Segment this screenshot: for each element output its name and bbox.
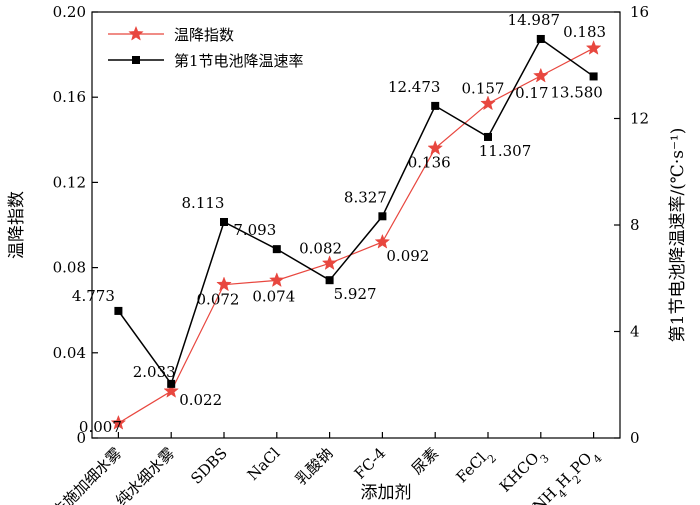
data-label-warming-index: 0.157 bbox=[462, 80, 505, 98]
data-label-cooling-rate: 5.927 bbox=[334, 285, 377, 303]
legend-marker-shape bbox=[128, 25, 144, 41]
point-cooling-rate bbox=[484, 132, 492, 141]
x-tick-label: NaCl bbox=[244, 444, 284, 484]
point-warming-index bbox=[427, 140, 443, 155]
x-tick-label: 尿素 bbox=[408, 444, 442, 478]
y-tick-label: 0.08 bbox=[53, 259, 86, 277]
x-tick-label: FeCl2 bbox=[453, 444, 499, 490]
point-cooling-rate bbox=[589, 72, 598, 81]
y-axis-ticks: 0 0.04 0.08 0.12 0.16 0.20 bbox=[53, 3, 98, 447]
point-cooling-rate bbox=[167, 379, 176, 388]
y-tick-label: 0.04 bbox=[53, 344, 86, 362]
y-tick-label: 0 bbox=[76, 429, 86, 447]
data-label-cooling-rate: 12.473 bbox=[388, 78, 441, 96]
legend-label-warming-index: 温降指数 bbox=[174, 26, 234, 44]
y2-tick-label: 0 bbox=[630, 429, 640, 447]
point-warming-index bbox=[321, 255, 338, 270]
point-warming-index bbox=[216, 276, 232, 292]
point-warming-index bbox=[533, 67, 549, 83]
x-tick-label: 乳酸钠 bbox=[292, 444, 337, 489]
y2-axis-title: 第1节电池降温速率/(℃·s⁻¹) bbox=[668, 128, 688, 343]
point-cooling-rate bbox=[378, 212, 387, 221]
data-label-cooling-rate: 2.033 bbox=[133, 363, 176, 381]
point-cooling-rate bbox=[114, 306, 123, 315]
data-label-cooling-rate: 13.580 bbox=[550, 83, 603, 101]
x-tick-label: SDBS bbox=[187, 444, 231, 488]
point-warming-index bbox=[585, 40, 602, 55]
y-tick-label: 0.20 bbox=[53, 3, 86, 21]
data-labels: 0.007 0.022 0.072 0.074 0.082 0.092 0.136 0.157… bbox=[72, 11, 606, 436]
data-label-cooling-rate: 7.093 bbox=[233, 221, 276, 239]
data-label-warming-index: 0.082 bbox=[299, 239, 342, 257]
y-axis-title: 温降指数 bbox=[7, 191, 27, 259]
data-label-warming-index: 0.022 bbox=[179, 391, 222, 409]
data-label-cooling-rate: 14.987 bbox=[508, 11, 561, 29]
data-label-cooling-rate: 8.327 bbox=[344, 188, 387, 206]
legend-marker-cooling-rate bbox=[132, 56, 140, 64]
series-layer bbox=[110, 34, 602, 430]
data-label-cooling-rate: 4.773 bbox=[72, 287, 115, 305]
y2-tick-label: 16 bbox=[630, 3, 649, 21]
point-cooling-rate bbox=[325, 276, 334, 285]
data-label-cooling-rate: 11.307 bbox=[479, 142, 532, 160]
data-label-warming-index: 0.072 bbox=[197, 291, 240, 309]
data-label-warming-index: 0.17 bbox=[515, 84, 548, 102]
series-line-warming-index bbox=[118, 47, 594, 424]
y-tick-label: 0.16 bbox=[53, 88, 86, 106]
data-label-warming-index: 0.092 bbox=[386, 247, 429, 265]
legend: 温降指数 第1节电池降温速率 bbox=[108, 25, 304, 70]
point-warming-index bbox=[374, 233, 391, 249]
x-axis-title: 添加剂 bbox=[361, 483, 412, 503]
series-line-cooling-rate bbox=[117, 37, 595, 386]
point-warming-index bbox=[269, 272, 285, 288]
x-tick-label: FC-4 bbox=[351, 444, 390, 483]
legend-marker-warming-index bbox=[128, 25, 144, 41]
legend-label-cooling-rate: 第1节电池降温速率 bbox=[174, 52, 304, 70]
point-warming-index bbox=[110, 414, 127, 430]
point-warming-index bbox=[163, 382, 179, 398]
point-cooling-rate bbox=[431, 101, 440, 110]
y2-tick-label: 4 bbox=[630, 323, 640, 341]
data-label-warming-index: 0.007 bbox=[79, 418, 122, 436]
x-tick-label: 纯水细水雾 bbox=[112, 444, 178, 505]
data-label-warming-index: 0.183 bbox=[563, 23, 606, 41]
point-warming-index bbox=[480, 95, 496, 111]
data-label-warming-index: 0.136 bbox=[408, 153, 451, 171]
y-tick-label: 0.12 bbox=[53, 173, 86, 191]
data-label-cooling-rate: 8.113 bbox=[182, 194, 225, 212]
point-cooling-rate bbox=[220, 217, 228, 226]
y2-axis-ticks: 0 4 8 12 16 bbox=[614, 3, 649, 447]
point-cooling-rate bbox=[272, 245, 281, 254]
point-cooling-rate bbox=[536, 34, 545, 43]
y2-tick-label: 8 bbox=[630, 216, 640, 234]
legend-marker-shape bbox=[132, 56, 140, 64]
data-label-warming-index: 0.074 bbox=[252, 287, 295, 305]
y2-tick-label: 12 bbox=[630, 110, 649, 128]
